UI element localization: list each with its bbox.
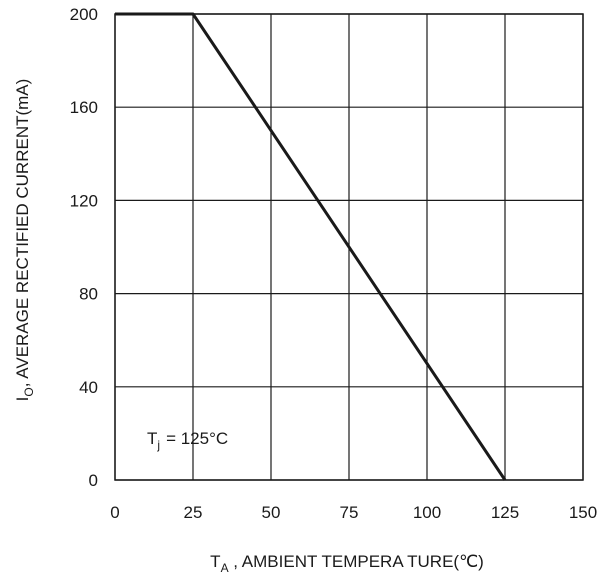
x-axis-label: TA , AMBIENT TEMPERA TURE(℃) [210, 552, 484, 575]
x-tick-label: 100 [413, 503, 441, 522]
annotation-main: T [147, 429, 157, 448]
derating-curve [115, 12, 507, 481]
y-tick-label: 0 [89, 471, 98, 490]
series-layer [115, 12, 507, 481]
annotation-rest: = 125°C [166, 429, 228, 448]
y-axis-label-sub: O [22, 387, 36, 396]
y-axis-label: IO, AVERAGE RECTIFIED CURRENT(mA) [13, 79, 36, 402]
annotation-sub: j [156, 438, 160, 452]
x-tick-label: 50 [262, 503, 281, 522]
y-tick-label: 200 [70, 5, 98, 24]
x-tick-labels: 0 25 50 75 100 125 150 [110, 503, 597, 522]
junction-temperature-annotation: Tj = 125°C [147, 429, 228, 452]
y-axis-label-main: I [13, 397, 32, 402]
y-tick-label: 160 [70, 98, 98, 117]
x-tick-label: 125 [491, 503, 519, 522]
x-tick-label: 0 [110, 503, 119, 522]
y-tick-labels: 0 40 80 120 160 200 [70, 5, 98, 490]
plot-frame [114, 13, 584, 481]
x-axis-label-rest: , AMBIENT TEMPERA TURE(℃) [229, 552, 484, 571]
y-tick-label: 120 [70, 191, 98, 210]
x-tick-label: 75 [340, 503, 359, 522]
x-axis-label-main: T [210, 552, 220, 571]
x-axis-label-sub: A [221, 561, 229, 575]
x-tick-label: 25 [184, 503, 203, 522]
y-tick-label: 40 [79, 378, 98, 397]
x-tick-label: 150 [569, 503, 597, 522]
y-axis-label-rest: , AVERAGE RECTIFIED CURRENT(mA) [13, 79, 32, 388]
y-tick-label: 80 [79, 285, 98, 304]
